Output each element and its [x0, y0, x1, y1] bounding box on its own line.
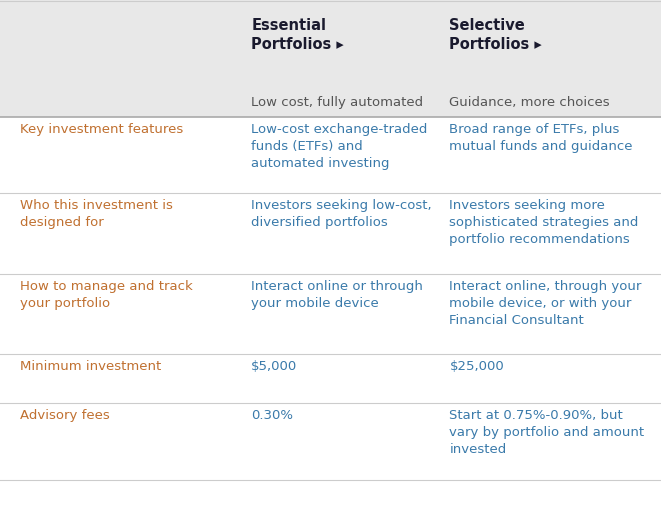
Text: $5,000: $5,000 — [251, 360, 297, 373]
Text: Key investment features: Key investment features — [20, 123, 183, 136]
Text: Interact online or through
your mobile device: Interact online or through your mobile d… — [251, 280, 423, 310]
Text: $25,000: $25,000 — [449, 360, 504, 373]
Text: 0.30%: 0.30% — [251, 409, 293, 422]
Text: Selective
Portfolios ▸: Selective Portfolios ▸ — [449, 18, 542, 52]
Text: How to manage and track
your portfolio: How to manage and track your portfolio — [20, 280, 192, 310]
Bar — [0, 0, 661, 117]
Text: Minimum investment: Minimum investment — [20, 360, 161, 373]
Text: Advisory fees: Advisory fees — [20, 409, 110, 422]
Text: Guidance, more choices: Guidance, more choices — [449, 96, 610, 109]
Text: Who this investment is
designed for: Who this investment is designed for — [20, 199, 173, 229]
Text: Interact online, through your
mobile device, or with your
Financial Consultant: Interact online, through your mobile dev… — [449, 280, 642, 327]
Text: Start at 0.75%-0.90%, but
vary by portfolio and amount
invested: Start at 0.75%-0.90%, but vary by portfo… — [449, 409, 644, 456]
Text: Low cost, fully automated: Low cost, fully automated — [251, 96, 423, 109]
Text: Broad range of ETFs, plus
mutual funds and guidance: Broad range of ETFs, plus mutual funds a… — [449, 123, 633, 153]
Text: Essential
Portfolios ▸: Essential Portfolios ▸ — [251, 18, 344, 52]
Text: Investors seeking low-cost,
diversified portfolios: Investors seeking low-cost, diversified … — [251, 199, 432, 229]
Text: Low-cost exchange-traded
funds (ETFs) and
automated investing: Low-cost exchange-traded funds (ETFs) an… — [251, 123, 428, 170]
Text: Investors seeking more
sophisticated strategies and
portfolio recommendations: Investors seeking more sophisticated str… — [449, 199, 639, 247]
